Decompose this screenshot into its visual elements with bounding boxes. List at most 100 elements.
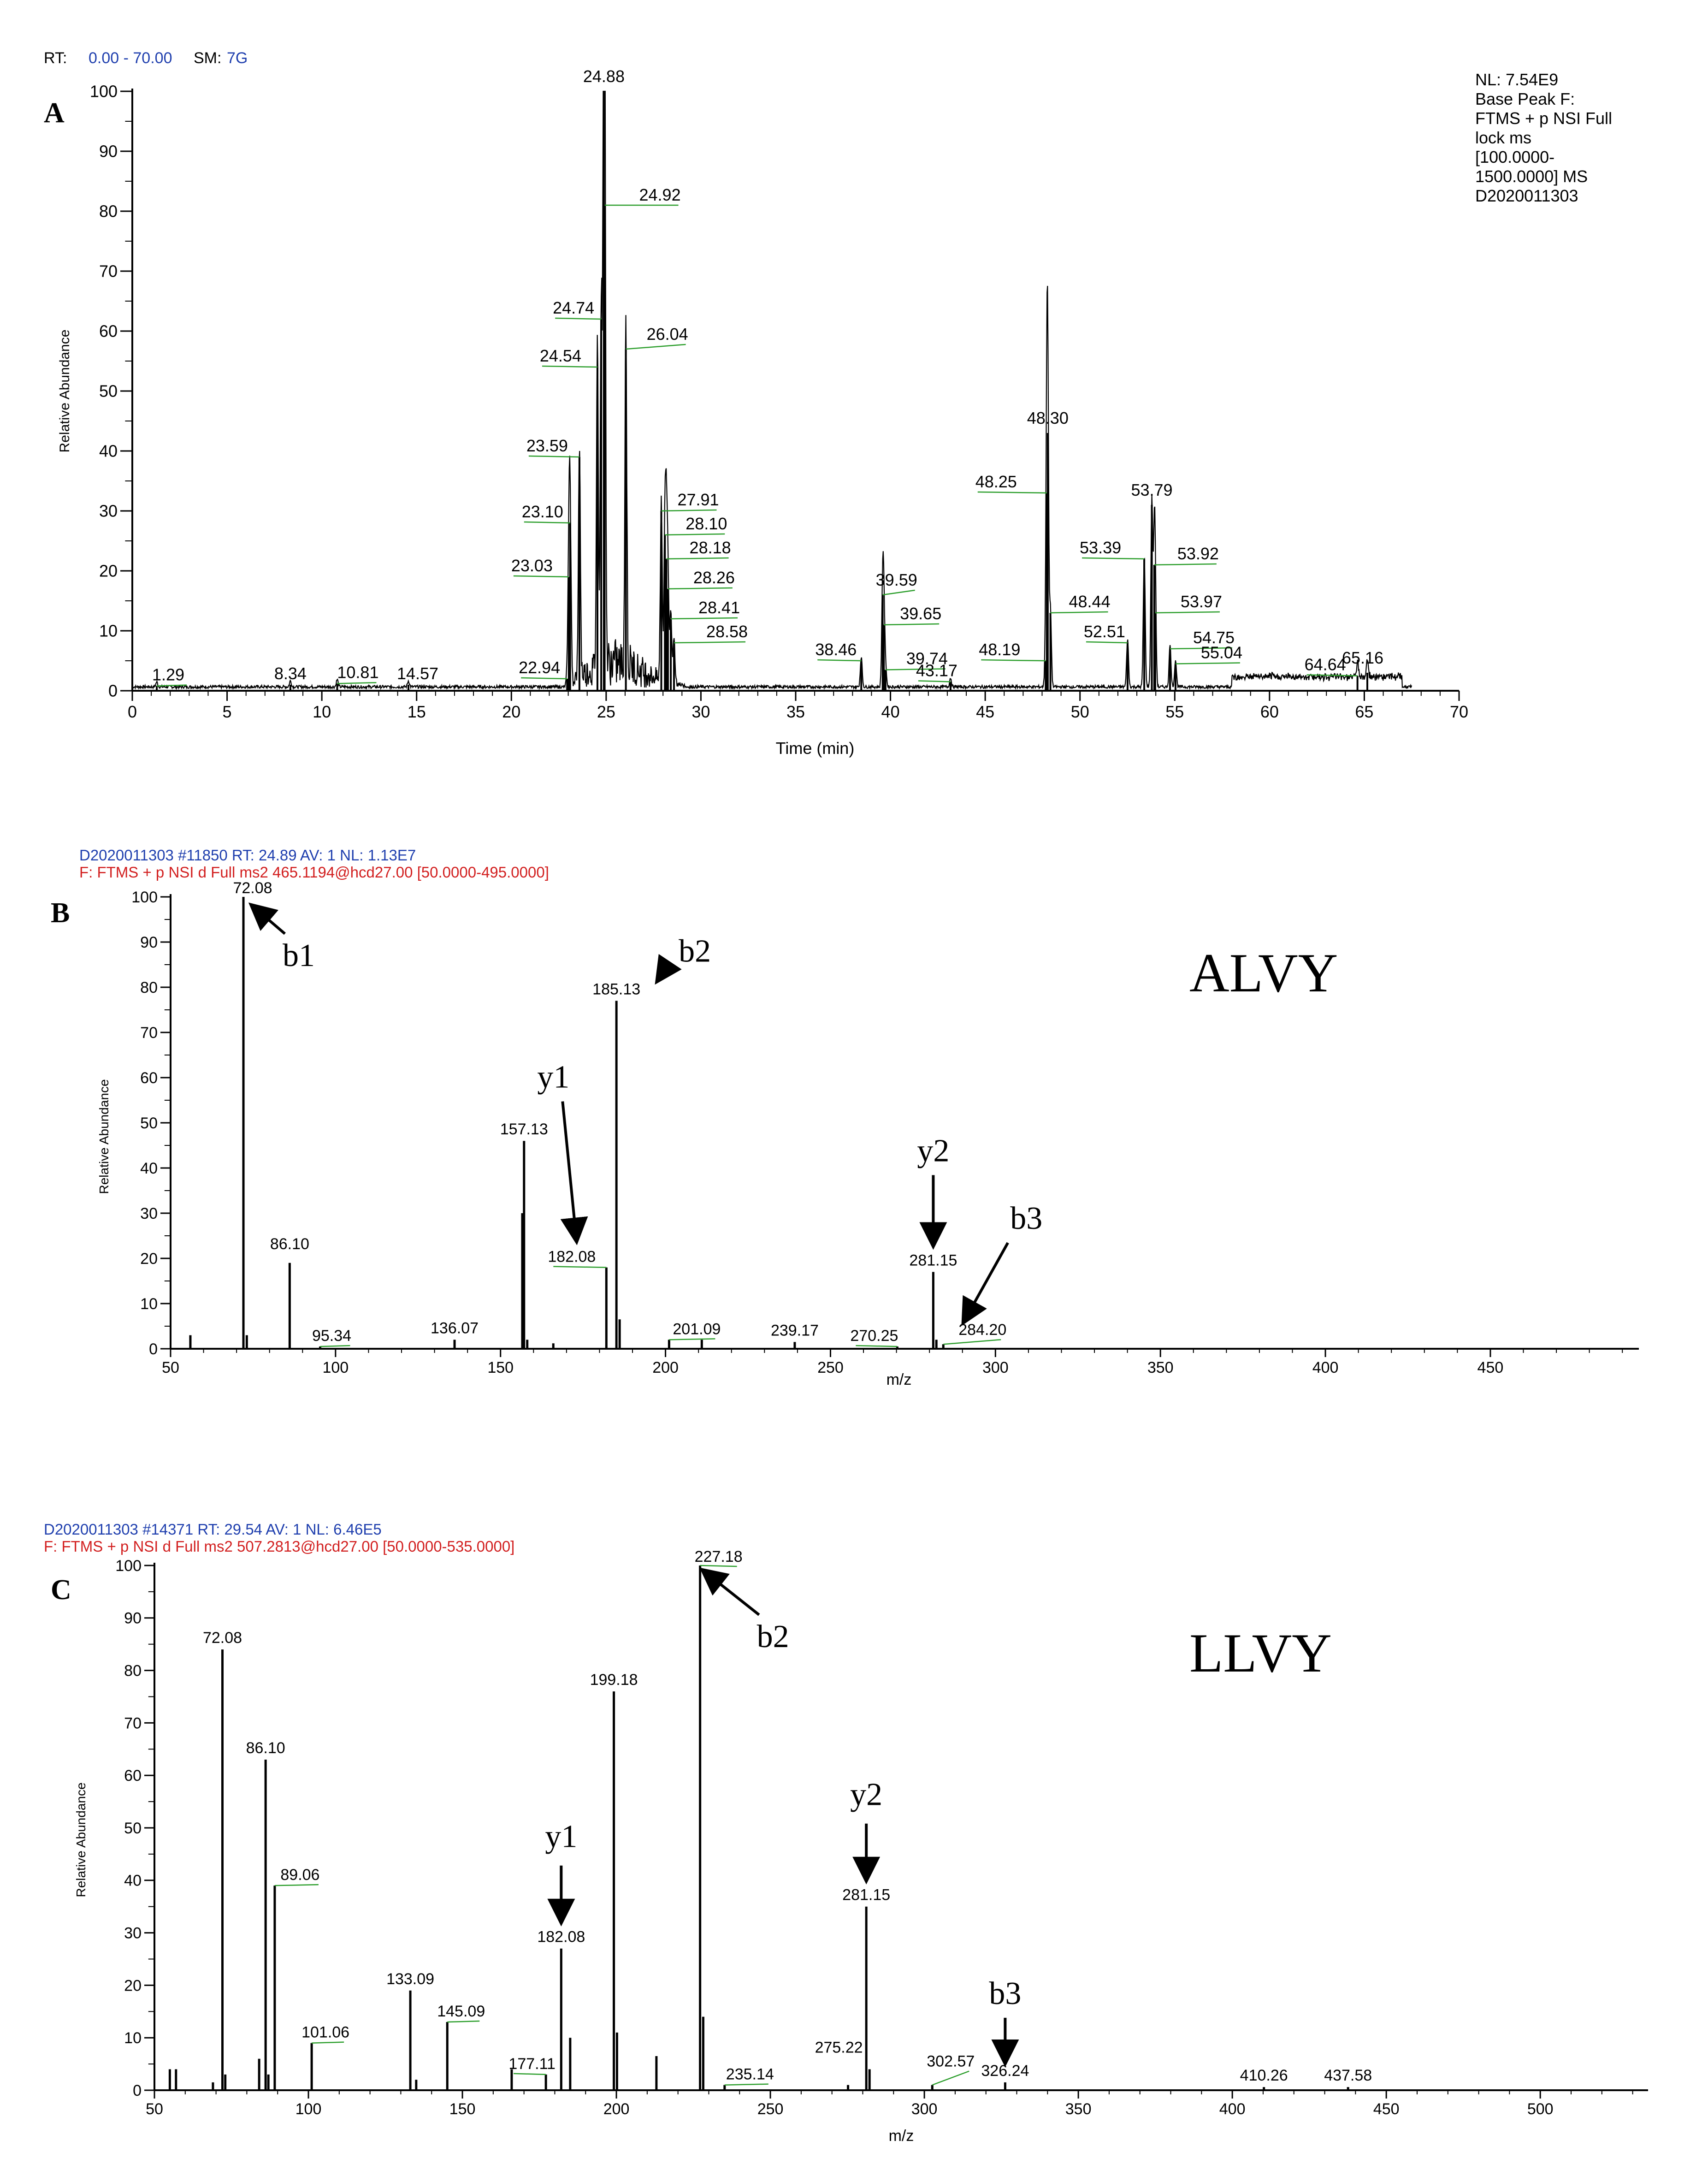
peak-label: 86.10 bbox=[246, 1739, 285, 1757]
peak-label: 182.08 bbox=[537, 1928, 585, 1946]
peak-label: 136.07 bbox=[431, 1319, 479, 1337]
x-tick-label: 35 bbox=[786, 702, 805, 721]
peak-label-leader bbox=[977, 491, 1047, 494]
peak-label: 39.74 bbox=[906, 649, 948, 668]
fragment-label: y2 bbox=[850, 1777, 882, 1813]
peak-label-leader bbox=[884, 623, 940, 626]
x-tick-label: 350 bbox=[1065, 2100, 1092, 2118]
x-tick-label: 450 bbox=[1373, 2100, 1400, 2118]
panel-c-header-line1: D2020011303 #14371 RT: 29.54 AV: 1 NL: 6… bbox=[44, 1521, 382, 1538]
x-tick-label: 10 bbox=[313, 702, 331, 721]
peak-label: 24.54 bbox=[540, 346, 581, 365]
panel-a-sm-value: 7G bbox=[227, 49, 248, 67]
peak-label: 39.65 bbox=[900, 604, 941, 623]
peak-label: 185.13 bbox=[592, 980, 640, 998]
panel-a-info-line: D2020011303 bbox=[1475, 186, 1578, 205]
y-tick-label: 30 bbox=[124, 1925, 142, 1942]
peak-label: 101.06 bbox=[301, 2024, 349, 2041]
peak-label: 275.22 bbox=[815, 2039, 863, 2057]
peak-label-leader bbox=[668, 587, 733, 590]
peak-label-leader bbox=[542, 365, 597, 368]
y-tick-label: 60 bbox=[99, 322, 118, 341]
peak-label-leader bbox=[885, 668, 946, 670]
peak-label: 145.09 bbox=[437, 2003, 485, 2020]
y-tick-label: 0 bbox=[108, 682, 118, 700]
y-tick-label: 100 bbox=[90, 82, 118, 101]
peak-label: 28.41 bbox=[698, 598, 740, 617]
panel-b-header-line2: F: FTMS + p NSI d Full ms2 465.1194@hcd2… bbox=[79, 864, 549, 881]
y-tick-label: 70 bbox=[124, 1714, 142, 1732]
peak-label: 157.13 bbox=[500, 1121, 548, 1138]
y-tick-label: 10 bbox=[140, 1295, 158, 1313]
peak-label: 239.17 bbox=[771, 1322, 819, 1339]
peak-label-leader bbox=[156, 684, 187, 687]
panel-c-y-axis-title: Relative Abundance bbox=[74, 1782, 88, 1897]
x-tick-label: 150 bbox=[449, 2100, 476, 2118]
fragment-arrow bbox=[655, 954, 682, 985]
peak-label-leader bbox=[882, 589, 915, 596]
y-tick-label: 70 bbox=[99, 262, 118, 281]
peak-label: 48.25 bbox=[975, 472, 1017, 491]
panel-b-header-line1: D2020011303 #11850 RT: 24.89 AV: 1 NL: 1… bbox=[79, 847, 416, 864]
peak-label-leader bbox=[671, 617, 738, 620]
peak-label-leader bbox=[553, 1266, 607, 1268]
peak-label-leader bbox=[337, 682, 377, 684]
x-tick-label: 350 bbox=[1147, 1359, 1174, 1376]
panel-a-info-line: lock ms bbox=[1475, 128, 1531, 147]
x-tick-label: 40 bbox=[881, 702, 900, 721]
x-tick-label: 5 bbox=[223, 702, 232, 721]
x-tick-label: 20 bbox=[502, 702, 520, 721]
panel-b-x-axis-title: m/z bbox=[887, 1371, 912, 1388]
panel-c: D2020011303 #14371 RT: 29.54 AV: 1 NL: 6… bbox=[44, 1521, 1648, 2145]
x-tick-label: 50 bbox=[162, 1359, 179, 1376]
peak-label: 23.10 bbox=[522, 502, 563, 521]
fragment-arrow bbox=[248, 902, 286, 935]
peak-label-leader bbox=[1170, 647, 1233, 650]
panel-a-letter: A bbox=[44, 97, 65, 129]
peak-label: 133.09 bbox=[386, 1970, 434, 1988]
peak-label-leader bbox=[513, 575, 569, 578]
peak-label: 23.59 bbox=[526, 436, 568, 455]
peak-label: 28.26 bbox=[693, 568, 735, 587]
panel-c-letter: C bbox=[51, 1574, 71, 1606]
x-tick-label: 65 bbox=[1355, 702, 1373, 721]
y-tick-label: 40 bbox=[140, 1160, 158, 1177]
x-tick-label: 200 bbox=[652, 1359, 679, 1376]
panel-a-info-line: FTMS + p NSI Full bbox=[1475, 109, 1612, 128]
panel-b-peptide-label: ALVY bbox=[1189, 942, 1338, 1003]
x-tick-label: 400 bbox=[1312, 1359, 1339, 1376]
peak-label: 235.14 bbox=[726, 2066, 774, 2083]
peak-label: 28.10 bbox=[686, 514, 727, 533]
peak-label-leader bbox=[943, 1339, 1001, 1345]
x-tick-label: 50 bbox=[1071, 702, 1089, 721]
peak-label-leader bbox=[312, 2041, 344, 2044]
peak-label-leader bbox=[626, 344, 686, 350]
peak-label: 199.18 bbox=[590, 1671, 638, 1689]
peak-label: 284.20 bbox=[958, 1321, 1006, 1339]
peak-label-leader bbox=[724, 2083, 768, 2086]
panel-c-plot-area: 0 10 20 30 40 50 60 70 80 90 100 50 100 150 200 250 300 3… bbox=[115, 1548, 1648, 2118]
peak-label-leader bbox=[555, 317, 602, 320]
panel-a-info-line: NL: 7.54E9 bbox=[1475, 70, 1558, 89]
y-tick-label: 90 bbox=[124, 1610, 142, 1627]
peak-label: 38.46 bbox=[815, 640, 857, 659]
y-tick-label: 60 bbox=[124, 1767, 142, 1785]
y-tick-label: 70 bbox=[140, 1024, 158, 1042]
peak-label-leader bbox=[700, 1565, 737, 1567]
peak-label: 182.08 bbox=[548, 1248, 596, 1266]
peak-label: 53.97 bbox=[1181, 592, 1222, 611]
fragment-label: y1 bbox=[545, 1819, 577, 1855]
panel-a-rt-label: RT: bbox=[44, 49, 67, 67]
peak-label-leader bbox=[1155, 611, 1220, 614]
y-tick-label: 50 bbox=[124, 1820, 142, 1837]
y-tick-label: 80 bbox=[124, 1662, 142, 1680]
y-tick-label: 40 bbox=[124, 1872, 142, 1890]
fragment-arrow bbox=[560, 1101, 588, 1245]
peak-label: 28.58 bbox=[706, 622, 748, 641]
x-tick-label: 50 bbox=[146, 2100, 163, 2118]
y-tick-label: 100 bbox=[115, 1557, 142, 1575]
peak-label: 55.04 bbox=[1201, 643, 1242, 662]
peak-label: 437.58 bbox=[1324, 2067, 1372, 2084]
panel-a-info-line: 1500.0000] MS bbox=[1475, 167, 1588, 186]
peak-label: 53.79 bbox=[1131, 480, 1172, 499]
